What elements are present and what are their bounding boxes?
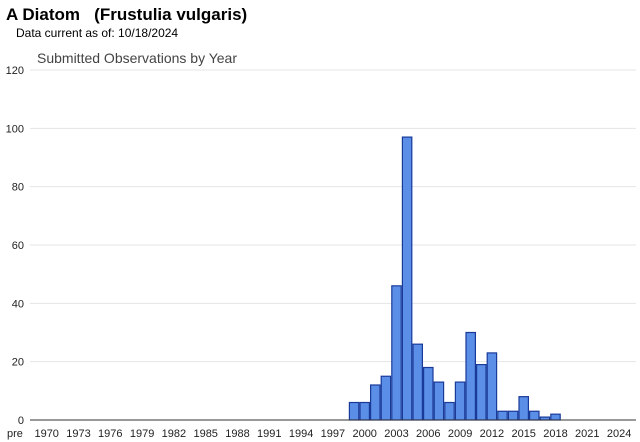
x-tick-label-2003: 2003 bbox=[384, 428, 408, 440]
page-title: A Diatom (Frustulia vulgaris) bbox=[6, 5, 248, 24]
x-tick-label-2015: 2015 bbox=[511, 428, 535, 440]
x-tick-label-1985: 1985 bbox=[193, 428, 217, 440]
bar-2005 bbox=[412, 343, 423, 421]
y-tick-label-120: 120 bbox=[6, 65, 24, 77]
x-tick-label-2021: 2021 bbox=[575, 428, 599, 440]
x-tick-label-2000: 2000 bbox=[352, 428, 376, 440]
x-tick-label-1973: 1973 bbox=[66, 428, 90, 440]
bar-2015 bbox=[518, 396, 529, 421]
y-tick-label-40: 40 bbox=[12, 298, 24, 310]
x-tick-label-1976: 1976 bbox=[98, 428, 122, 440]
bars bbox=[348, 136, 561, 421]
x-tick-label-1994: 1994 bbox=[289, 428, 313, 440]
x-tick-label-2024: 2024 bbox=[607, 428, 631, 440]
bar-2000 bbox=[359, 401, 370, 421]
bar-2018 bbox=[550, 413, 561, 421]
bar-2007 bbox=[433, 381, 445, 421]
x-tick-label-2009: 2009 bbox=[448, 428, 472, 440]
x-tick-label-2006: 2006 bbox=[416, 428, 440, 440]
y-tick-label-80: 80 bbox=[12, 182, 24, 194]
y-tick-label-100: 100 bbox=[6, 123, 24, 135]
x-tick-label-2012: 2012 bbox=[480, 428, 504, 440]
y-axis-labels: 0 20 40 60 80 100 120 bbox=[6, 65, 24, 427]
x-tick-label-pre: pre bbox=[7, 428, 23, 440]
y-tick-label-60: 60 bbox=[12, 240, 24, 252]
data-current-label: Data current as of: 10/18/2024 bbox=[16, 26, 179, 40]
bar-2014 bbox=[507, 410, 519, 421]
bar-2003 bbox=[391, 285, 402, 421]
bar-2010 bbox=[465, 331, 476, 421]
x-tick-label-1991: 1991 bbox=[257, 428, 281, 440]
y-tick-label-20: 20 bbox=[12, 357, 24, 369]
bar-2012 bbox=[486, 352, 498, 421]
x-tick-label-1982: 1982 bbox=[162, 428, 186, 440]
x-tick-label-1970: 1970 bbox=[34, 428, 58, 440]
x-axis-labels: pre 1970 1973 1976 1979 1982 1985 1988 1991 1994 1… bbox=[7, 428, 631, 440]
bar-2004 bbox=[401, 136, 413, 421]
bar-2002 bbox=[380, 375, 392, 421]
x-tick-label-1988: 1988 bbox=[225, 428, 249, 440]
bar-1999 bbox=[348, 401, 360, 421]
x-tick-label-1979: 1979 bbox=[130, 428, 154, 440]
x-tick-label-2018: 2018 bbox=[543, 428, 567, 440]
chart-title: Submitted Observations by Year bbox=[37, 50, 237, 66]
bar-2011 bbox=[476, 363, 487, 421]
grid-lines bbox=[30, 69, 636, 363]
x-tick-label-1997: 1997 bbox=[321, 428, 345, 440]
bar-2009 bbox=[454, 381, 466, 421]
bar-2001 bbox=[370, 384, 381, 421]
y-tick-label-0: 0 bbox=[18, 415, 24, 427]
bar-2013 bbox=[497, 410, 508, 421]
bar-2008 bbox=[444, 401, 455, 421]
bar-2006 bbox=[423, 366, 434, 421]
bar-2016 bbox=[528, 410, 540, 421]
